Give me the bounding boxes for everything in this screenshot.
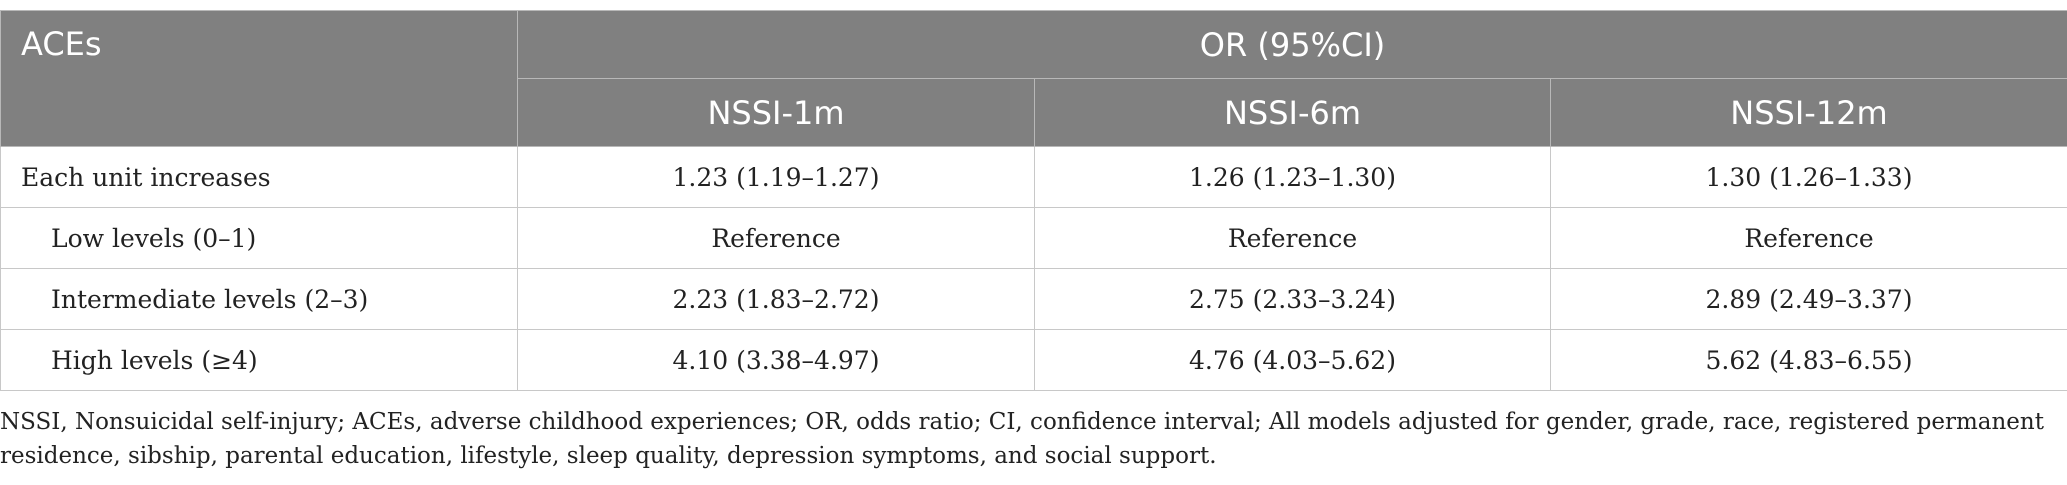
results-table-container: ACEs OR (95%CI) NSSI-1m NSSI-6m NSSI-12m… bbox=[0, 10, 2067, 391]
table-cell: 2.89 (2.49–3.37) bbox=[1550, 268, 2067, 330]
table-cell: 1.23 (1.19–1.27) bbox=[517, 146, 1035, 208]
table-cell: 5.62 (4.83–6.55) bbox=[1550, 329, 2067, 391]
column-header-nssi-6m: NSSI-6m bbox=[1034, 78, 1551, 147]
column-header-nssi-1m: NSSI-1m bbox=[517, 78, 1035, 147]
table-header: ACEs OR (95%CI) NSSI-1m NSSI-6m NSSI-12m bbox=[0, 10, 2067, 147]
stub-header: ACEs bbox=[0, 10, 518, 147]
table-cell: 4.76 (4.03–5.62) bbox=[1034, 329, 1551, 391]
row-label: High levels (≥4) bbox=[0, 329, 518, 391]
results-table: ACEs OR (95%CI) NSSI-1m NSSI-6m NSSI-12m… bbox=[0, 10, 2067, 391]
table-cell: 4.10 (3.38–4.97) bbox=[517, 329, 1035, 391]
table-cell: Reference bbox=[1034, 207, 1551, 269]
row-label: Low levels (0–1) bbox=[0, 207, 518, 269]
column-header-nssi-12m: NSSI-12m bbox=[1550, 78, 2067, 147]
row-label: Each unit increases bbox=[0, 146, 518, 208]
table-row: Intermediate levels (2–3) 2.23 (1.83–2.7… bbox=[0, 268, 2067, 330]
table-cell: 1.30 (1.26–1.33) bbox=[1550, 146, 2067, 208]
group-header: OR (95%CI) bbox=[517, 10, 2067, 79]
table-cell: 2.75 (2.33–3.24) bbox=[1034, 268, 1551, 330]
table-row: Each unit increases 1.23 (1.19–1.27) 1.2… bbox=[0, 146, 2067, 208]
table-row: High levels (≥4) 4.10 (3.38–4.97) 4.76 (… bbox=[0, 329, 2067, 391]
table-row: Low levels (0–1) Reference Reference Ref… bbox=[0, 207, 2067, 269]
row-label: Intermediate levels (2–3) bbox=[0, 268, 518, 330]
table-cell: 2.23 (1.83–2.72) bbox=[517, 268, 1035, 330]
table-cell: Reference bbox=[1550, 207, 2067, 269]
table-cell: 1.26 (1.23–1.30) bbox=[1034, 146, 1551, 208]
table-cell: Reference bbox=[517, 207, 1035, 269]
table-body: Each unit increases 1.23 (1.19–1.27) 1.2… bbox=[0, 146, 2067, 391]
table-footnote: NSSI, Nonsuicidal self-injury; ACEs, adv… bbox=[0, 409, 2044, 469]
